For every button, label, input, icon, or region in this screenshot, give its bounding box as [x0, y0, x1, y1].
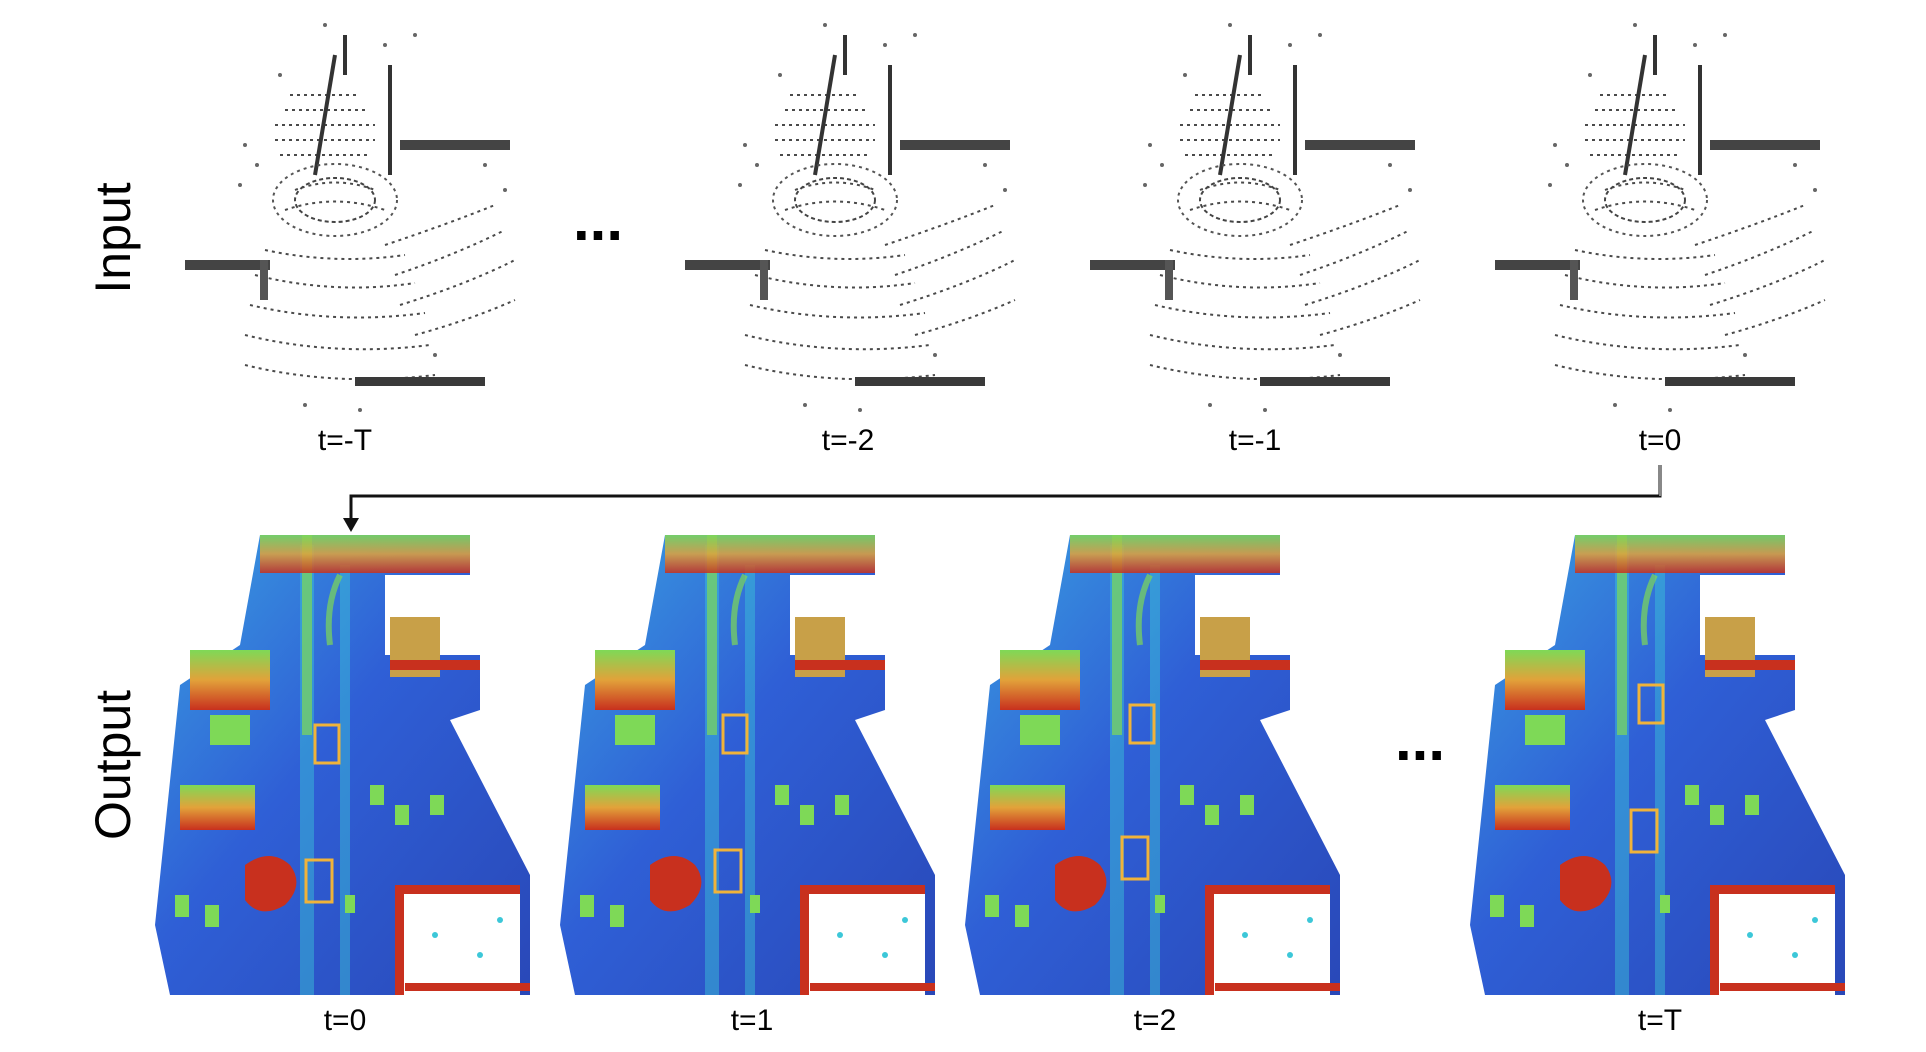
input-frame-label: t=-2 — [822, 424, 875, 457]
vehicle-box — [313, 723, 341, 765]
output-frame-t-0 — [155, 535, 530, 995]
output-row-label: Output — [85, 690, 141, 840]
vehicle-box — [304, 858, 334, 904]
input-frame-t-minus-T — [183, 21, 517, 414]
output-ellipsis: ... — [1395, 706, 1445, 773]
input-frame-t-minus-1 — [1088, 21, 1422, 414]
vehicle-box — [713, 848, 743, 894]
output-frame-label: t=2 — [1134, 1004, 1177, 1037]
output-frame-t-1 — [560, 535, 935, 995]
output-frame-t-T — [1470, 535, 1845, 995]
input-frame-label: t=0 — [1639, 424, 1682, 457]
output-frame-label: t=T — [1638, 1004, 1682, 1037]
vehicle-box — [721, 713, 749, 755]
forecast-connector-arrow — [349, 465, 1662, 520]
vehicle-box — [1128, 703, 1156, 745]
output-frame-t-2 — [965, 535, 1340, 995]
input-frame-label: t=-T — [318, 424, 372, 457]
input-frame-t-minus-2 — [683, 21, 1017, 414]
vehicle-box — [1120, 835, 1150, 881]
input-row-label: Input — [85, 182, 141, 293]
input-frame-label: t=-1 — [1229, 424, 1282, 457]
input-frame-t-0 — [1493, 21, 1827, 414]
vehicle-box — [1629, 808, 1659, 854]
output-frame-label: t=0 — [324, 1004, 367, 1037]
output-frame-label: t=1 — [731, 1004, 774, 1037]
input-ellipsis: ... — [573, 186, 623, 253]
arrow-head — [343, 518, 359, 532]
vehicle-box — [1637, 683, 1665, 725]
